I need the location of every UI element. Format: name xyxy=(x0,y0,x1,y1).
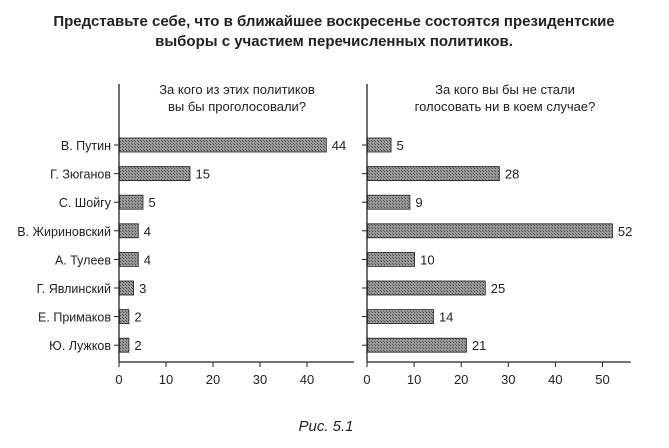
left-bar-value-label: 4 xyxy=(144,224,151,239)
right-bar-value-label: 5 xyxy=(397,138,404,153)
right-x-tick-label: 20 xyxy=(454,372,468,387)
left-bar xyxy=(119,223,139,239)
left-bar xyxy=(119,137,327,153)
right-x-tick-label: 0 xyxy=(363,372,370,387)
right-bar xyxy=(367,223,613,239)
right-bar xyxy=(367,251,415,267)
right-bar-value-label: 14 xyxy=(439,310,453,325)
right-bar-value-label: 52 xyxy=(618,224,632,239)
chart-title-line-2: выборы с участием перечисленных политико… xyxy=(155,33,513,50)
right-panel: За кого вы бы не стали голосовать ни в ко… xyxy=(362,82,632,387)
category-label: В. Путин xyxy=(61,139,111,153)
right-panel-title-line-1: За кого вы бы не стали xyxy=(435,82,575,97)
left-bar xyxy=(119,251,139,267)
left-bar xyxy=(119,166,191,182)
left-bar-value-label: 5 xyxy=(149,195,156,210)
right-bar xyxy=(367,280,486,296)
left-bar-value-label: 3 xyxy=(139,281,146,296)
left-x-tick-label: 20 xyxy=(206,372,220,387)
left-panel-title-line-1: За кого из этих политиков xyxy=(159,82,315,97)
category-label: В. Жириновский xyxy=(17,225,111,239)
figure-caption: Рис. 5.1 xyxy=(298,418,353,435)
right-bar xyxy=(367,309,434,325)
left-bar xyxy=(119,337,130,353)
category-label: Ю. Лужков xyxy=(49,339,111,353)
category-label: Г. Зюганов xyxy=(50,168,111,182)
left-bar-value-label: 2 xyxy=(134,338,141,353)
right-bar xyxy=(367,337,467,353)
right-bar xyxy=(367,194,411,210)
left-bar xyxy=(119,194,144,210)
right-x-tick-label: 40 xyxy=(548,372,562,387)
chart-title-line-1: Представьте себе, что в ближайшее воскре… xyxy=(53,13,614,30)
right-x-tick-label: 30 xyxy=(501,372,515,387)
left-x-tick-label: 0 xyxy=(115,372,122,387)
left-bar xyxy=(119,280,135,296)
left-bar-value-label: 2 xyxy=(134,310,141,325)
left-x-tick-label: 40 xyxy=(300,372,314,387)
left-x-tick-label: 30 xyxy=(253,372,267,387)
right-bar xyxy=(367,137,392,153)
right-bar-value-label: 25 xyxy=(491,281,505,296)
left-bar-value-label: 15 xyxy=(196,167,210,182)
right-bar-value-label: 21 xyxy=(472,338,486,353)
left-x-tick-label: 10 xyxy=(159,372,173,387)
right-bar-value-label: 28 xyxy=(505,167,519,182)
right-bar-value-label: 9 xyxy=(415,195,422,210)
left-panel: За кого из этих политиков вы бы проголосо… xyxy=(17,82,354,387)
category-label: Е. Примаков xyxy=(38,311,111,325)
right-x-tick-label: 10 xyxy=(407,372,421,387)
category-label: Г. Явлинский xyxy=(37,282,111,296)
right-bar xyxy=(367,166,500,182)
left-bar-value-label: 44 xyxy=(332,138,346,153)
right-bar-value-label: 10 xyxy=(420,252,434,267)
left-bar xyxy=(119,309,130,325)
right-panel-title-line-2: голосовать ни в коем случае? xyxy=(415,99,596,114)
category-label: С. Шойгу xyxy=(59,196,112,210)
left-bar-value-label: 4 xyxy=(144,252,151,267)
right-x-tick-label: 50 xyxy=(595,372,609,387)
left-panel-title-line-2: вы бы проголосовали? xyxy=(168,99,306,114)
category-label: А. Тулеев xyxy=(55,253,111,267)
